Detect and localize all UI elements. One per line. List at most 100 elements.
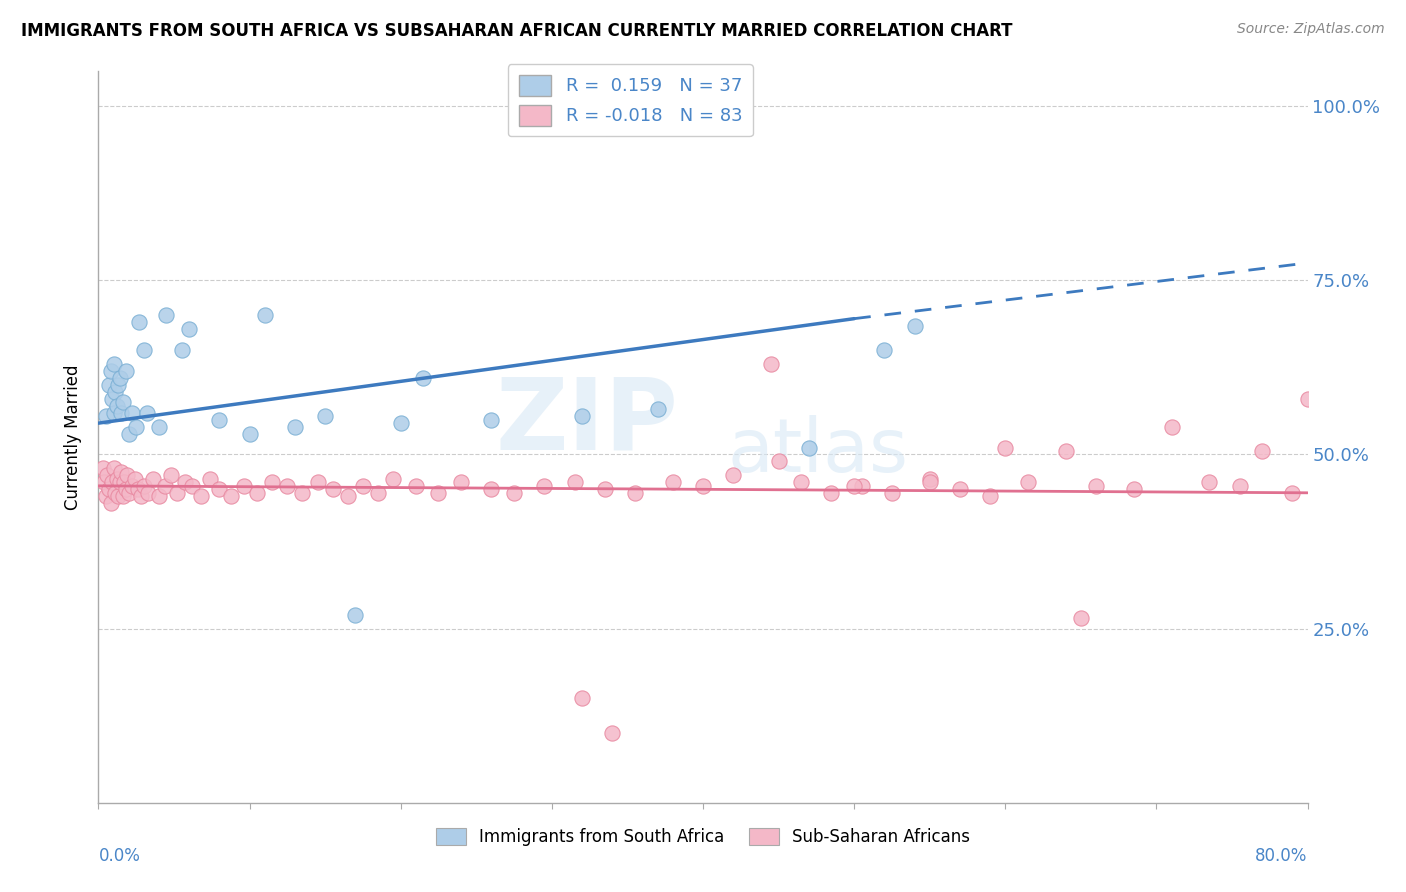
Point <box>98 377 121 392</box>
Point <box>91 461 114 475</box>
Text: atlas: atlas <box>727 415 908 488</box>
Point <box>533 479 555 493</box>
Point <box>367 485 389 500</box>
Point <box>624 485 647 500</box>
Point <box>100 364 122 378</box>
Point <box>1251 444 1274 458</box>
Point <box>759 357 782 371</box>
Point <box>118 426 141 441</box>
Point <box>101 475 124 490</box>
Point <box>111 489 134 503</box>
Point <box>1070 611 1092 625</box>
Point <box>723 468 745 483</box>
Point <box>450 475 472 490</box>
Point <box>148 419 170 434</box>
Point <box>98 483 121 497</box>
Point <box>121 479 143 493</box>
Point <box>851 479 873 493</box>
Point <box>135 406 157 420</box>
Point <box>253 308 276 322</box>
Point <box>382 472 405 486</box>
Text: Source: ZipAtlas.com: Source: ZipAtlas.com <box>1237 22 1385 37</box>
Point <box>564 475 586 490</box>
Point <box>107 377 129 392</box>
Point <box>352 479 374 493</box>
Point <box>96 468 118 483</box>
Point <box>160 468 183 483</box>
Point <box>221 489 243 503</box>
Point <box>173 475 195 490</box>
Point <box>239 426 262 441</box>
Point <box>132 479 155 493</box>
Point <box>104 384 127 399</box>
Point <box>105 472 128 486</box>
Point <box>314 409 336 424</box>
Point <box>797 441 820 455</box>
Point <box>124 472 146 486</box>
Point <box>873 343 896 357</box>
Point <box>880 485 903 500</box>
Point <box>101 392 124 406</box>
Point <box>108 475 131 490</box>
Point <box>1296 392 1319 406</box>
Point <box>115 468 138 483</box>
Legend: Immigrants from South Africa, Sub-Saharan Africans: Immigrants from South Africa, Sub-Sahara… <box>429 822 977 853</box>
Point <box>118 485 141 500</box>
Point <box>481 412 503 426</box>
Point <box>127 483 149 497</box>
Point <box>820 485 842 500</box>
Point <box>918 475 941 490</box>
Point <box>412 371 434 385</box>
Point <box>503 485 526 500</box>
Point <box>181 479 204 493</box>
Point <box>647 402 669 417</box>
Point <box>94 409 117 424</box>
Point <box>110 406 132 420</box>
Point <box>114 364 136 378</box>
Point <box>1017 475 1039 490</box>
Point <box>103 357 125 371</box>
Point <box>1198 475 1220 490</box>
Point <box>661 475 683 490</box>
Point <box>284 419 307 434</box>
Point <box>114 483 136 497</box>
Point <box>1160 419 1182 434</box>
Point <box>918 472 941 486</box>
Point <box>155 308 177 322</box>
Point <box>128 315 150 329</box>
Text: IMMIGRANTS FROM SOUTH AFRICA VS SUBSAHARAN AFRICAN CURRENTLY MARRIED CORRELATION: IMMIGRANTS FROM SOUTH AFRICA VS SUBSAHAR… <box>21 22 1012 40</box>
Point <box>111 395 134 409</box>
Text: ZIP: ZIP <box>496 374 679 471</box>
Point <box>105 399 128 413</box>
Point <box>108 371 131 385</box>
Point <box>200 472 222 486</box>
Point <box>153 479 176 493</box>
Point <box>112 475 135 490</box>
Point <box>1054 444 1077 458</box>
Point <box>262 475 284 490</box>
Point <box>322 483 344 497</box>
Point <box>571 691 593 706</box>
Point <box>979 489 1001 503</box>
Point <box>142 472 165 486</box>
Point <box>103 461 125 475</box>
Point <box>994 441 1017 455</box>
Point <box>1229 479 1251 493</box>
Point <box>427 485 450 500</box>
Point <box>344 607 367 622</box>
Point <box>949 483 972 497</box>
Point <box>132 343 155 357</box>
Point <box>94 489 117 503</box>
Point <box>103 406 125 420</box>
Point <box>148 489 170 503</box>
Point <box>129 489 152 503</box>
Point <box>790 475 813 490</box>
Point <box>844 479 866 493</box>
Point <box>179 322 201 336</box>
Point <box>232 479 254 493</box>
Point <box>121 406 143 420</box>
Point <box>1085 479 1108 493</box>
Text: 80.0%: 80.0% <box>1256 847 1308 864</box>
Point <box>692 479 714 493</box>
Point <box>166 485 188 500</box>
